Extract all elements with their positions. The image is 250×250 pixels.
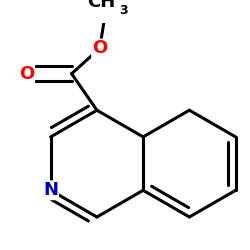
Text: N: N <box>43 181 58 199</box>
Text: O: O <box>19 65 34 83</box>
Text: O: O <box>92 40 107 58</box>
Text: CH: CH <box>87 0 115 11</box>
Text: 3: 3 <box>119 4 128 17</box>
